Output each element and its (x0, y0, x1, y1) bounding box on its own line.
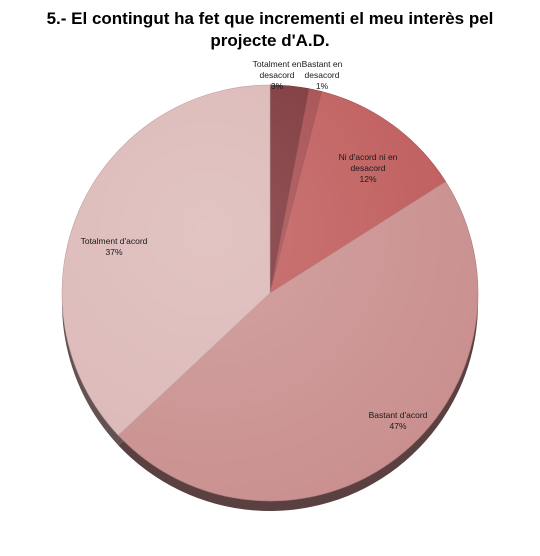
slice-label-text: Bastant d'acord (368, 410, 428, 420)
slice-value-label: 47% (389, 421, 407, 431)
slice-label-text: Ni d'acord ni en (338, 152, 398, 162)
slice-value-label: 12% (359, 174, 377, 184)
chart-title-line-1: 5.- El contingut ha fet que incrementi e… (46, 9, 494, 28)
slice-label: Totalment d'acord 37% (81, 236, 148, 258)
slice-label: Bastant d'acord 47% (369, 410, 428, 432)
slice-value-label: 3% (270, 81, 284, 91)
pie-slices (61, 84, 479, 502)
slice-label-text: desacord (304, 70, 340, 80)
slice-value-label: 1% (315, 81, 329, 91)
slice-label-text: Totalment en (252, 59, 302, 69)
slice-label-text: desacord (350, 163, 386, 173)
chart-title: 5.- El contingut ha fet que incrementi e… (0, 8, 540, 52)
slice-label: Bastant en desacord 1% (302, 59, 343, 92)
slice-label-text: Totalment d'acord (80, 236, 148, 246)
slice-label: Ni d'acord ni en desacord 12% (339, 152, 398, 185)
chart-title-line-2: projecte d'A.D. (210, 31, 330, 50)
slice-label: Totalment en desacord 3% (253, 59, 302, 92)
slice-value-label: 37% (105, 247, 123, 257)
slice-label-text: desacord (259, 70, 295, 80)
slice-label-text: Bastant en (301, 59, 343, 69)
